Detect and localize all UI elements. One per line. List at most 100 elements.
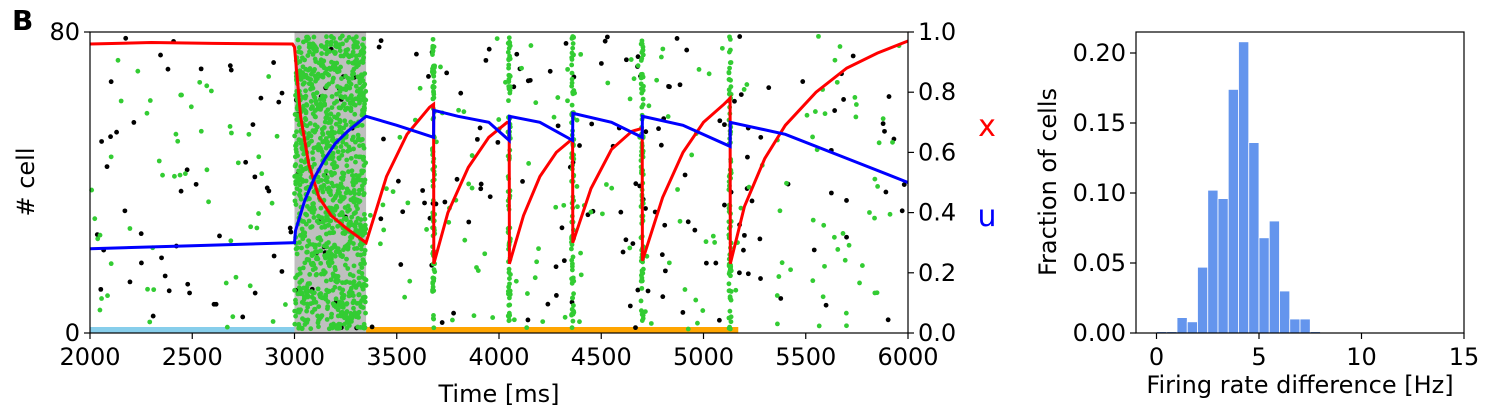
selective-spike: [533, 100, 539, 106]
selective-spike: [295, 37, 301, 43]
selective-spike: [639, 285, 645, 291]
nonselective-spike: [211, 301, 217, 307]
selective-spike: [311, 204, 316, 210]
nonselective-spike: [620, 249, 626, 255]
nonselective-spike: [692, 227, 698, 233]
selective-spike: [356, 292, 362, 298]
selective-spike: [330, 271, 336, 277]
nonselective-spike: [150, 313, 156, 319]
nonselective-spike: [553, 293, 559, 298]
selective-spike: [360, 42, 365, 48]
selective-spike: [295, 178, 301, 184]
selective-spike: [318, 135, 323, 141]
nonselective-spike: [131, 120, 137, 125]
nonselective-spike: [741, 247, 746, 253]
selective-spike: [341, 292, 347, 298]
selective-spike: [700, 308, 706, 313]
selective-spike: [471, 313, 477, 319]
line-x: [89, 39, 909, 265]
selective-spike: [227, 124, 233, 129]
nonselective-spike: [400, 209, 406, 215]
selective-spike: [304, 308, 310, 314]
selective-spike: [329, 311, 334, 317]
selective-spike: [299, 278, 305, 283]
selective-spike: [345, 208, 351, 214]
selective-spike: [173, 131, 179, 137]
selective-spike: [306, 218, 312, 224]
right-tick-label: 0.8: [918, 78, 956, 106]
hist-x-tick-label: 15: [1449, 343, 1480, 371]
nonselective-spike: [520, 178, 525, 184]
selective-spike: [229, 130, 234, 136]
nonselective-spike: [271, 253, 277, 259]
selective-spike: [569, 83, 575, 89]
hist-y-tick-label: 0.05: [1073, 249, 1126, 277]
selective-spike: [309, 104, 315, 109]
selective-spike: [228, 238, 234, 244]
selective-spike: [318, 57, 324, 63]
selective-spike: [303, 117, 309, 122]
selective-spike: [324, 214, 329, 220]
selective-spike: [434, 139, 439, 145]
selective-spike: [361, 145, 367, 151]
selective-spike: [362, 105, 367, 111]
selective-spike: [362, 216, 368, 222]
selective-spike: [362, 177, 368, 183]
selective-spike: [331, 230, 337, 235]
selective-spike: [569, 267, 575, 273]
selective-spike: [320, 219, 326, 225]
selective-spike: [646, 103, 652, 109]
selective-spike: [507, 73, 513, 79]
nonselective-spike: [635, 287, 641, 293]
selective-spike: [348, 288, 353, 294]
selective-spike: [417, 85, 423, 91]
selective-spike: [322, 270, 328, 275]
selective-spike: [728, 319, 734, 325]
selective-spike: [340, 139, 346, 145]
selective-spike: [314, 218, 320, 224]
selective-spike: [359, 270, 365, 276]
nonselective-spike: [828, 190, 834, 196]
nonselective-spike: [659, 252, 665, 258]
selective-spike: [337, 48, 343, 54]
selective-spike: [224, 324, 230, 330]
selective-spike: [296, 168, 302, 174]
selective-spike: [853, 102, 859, 107]
selective-spike: [344, 157, 350, 163]
selective-spike: [320, 132, 326, 137]
selective-spike: [351, 187, 357, 193]
selective-spike: [313, 127, 319, 133]
selective-spike: [338, 144, 344, 149]
selective-spike: [810, 217, 816, 223]
selective-spike: [297, 182, 303, 188]
selective-spike: [779, 260, 785, 266]
selective-spike: [438, 64, 443, 70]
selective-spike: [293, 202, 299, 207]
selective-spike: [235, 160, 241, 166]
selective-spike: [353, 159, 358, 165]
selective-spike: [710, 233, 716, 239]
selective-spike: [247, 283, 253, 289]
selective-spike: [297, 266, 303, 272]
nonselective-spike: [98, 286, 104, 292]
line-u: [89, 108, 909, 251]
selective-spike: [329, 34, 334, 40]
selective-spike: [313, 256, 319, 262]
selective-spike: [431, 267, 437, 273]
selective-spike: [310, 150, 315, 155]
selective-spike: [519, 65, 524, 71]
selective-spike: [675, 187, 680, 192]
nonselective-spike: [240, 314, 246, 320]
selective-spike: [292, 191, 297, 196]
nonselective-spike: [264, 185, 270, 191]
selective-spike: [693, 297, 699, 303]
selective-spike: [570, 318, 576, 324]
selective-spike: [315, 235, 321, 241]
selective-spike: [313, 272, 319, 278]
selective-spike: [822, 111, 828, 117]
selective-spike: [204, 167, 210, 173]
raster-x-ticks: 2000 2500 3000 3500 4000 4500 5000 5500 6000: [59, 333, 939, 371]
selective-spike: [344, 325, 350, 331]
selective-spike: [513, 278, 519, 284]
